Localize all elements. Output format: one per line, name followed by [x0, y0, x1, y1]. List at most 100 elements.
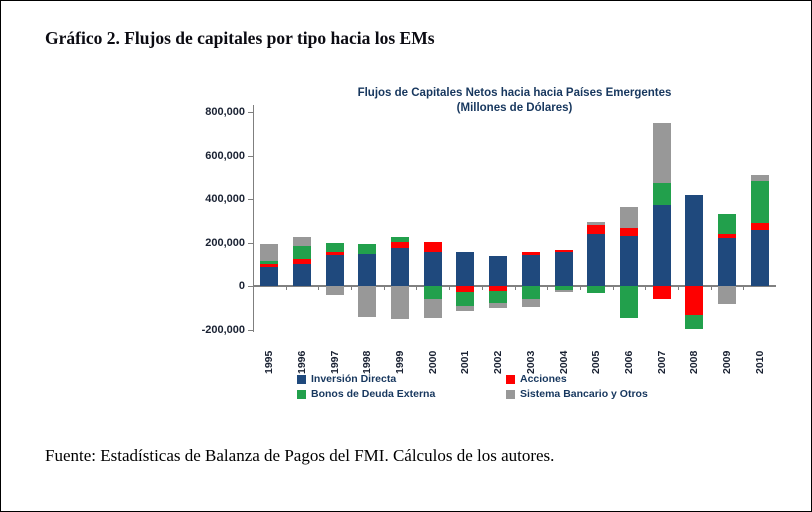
- y-axis-label: -200,000: [201, 324, 245, 336]
- y-axis-label: 800,000: [205, 106, 245, 118]
- bar-segment-2009-3: [717, 286, 736, 304]
- bar-segment-2004-3: [554, 289, 573, 292]
- bar-segment-2006-1: [619, 227, 638, 237]
- y-axis-label: 0: [238, 280, 245, 293]
- bar-segment-1997-1: [325, 251, 344, 255]
- x-axis-tick: [416, 287, 418, 291]
- x-axis-label: 1995: [263, 350, 276, 374]
- y-axis-label: 600,000: [205, 149, 245, 162]
- chart-legend: Inversión Directa Acciones Bonos de Deuda …: [297, 373, 737, 400]
- bar-segment-2007-3: [652, 122, 671, 183]
- bar-segment-2002-2: [489, 290, 508, 303]
- x-axis-label: 1996: [296, 350, 309, 374]
- legend-swatch-icon: [506, 389, 515, 399]
- bar-segment-2009-0: [717, 238, 736, 287]
- bar-segment-2008-2: [685, 314, 704, 329]
- bar-segment-2010-1: [750, 223, 769, 230]
- bar-segment-1996-1: [293, 259, 312, 264]
- bar-segment-2000-0: [423, 251, 442, 287]
- bar-segment-2000-3: [423, 299, 442, 318]
- y-axis-label: 400,000: [205, 193, 245, 206]
- bar-segment-2002-1: [489, 286, 508, 291]
- figure-caption: Gráfico 2. Flujos de capitales por tipo …: [45, 28, 435, 48]
- bar-segment-1998-0: [358, 253, 377, 287]
- x-axis-tick: [514, 287, 516, 291]
- bar-segment-2007-1: [652, 286, 671, 300]
- x-axis-label: 2001: [459, 350, 472, 374]
- x-axis-label: 2009: [720, 350, 733, 374]
- capital-flows-chart: Flujos de Capitales Netos hacia hacia Pa…: [187, 87, 787, 417]
- plot-area: [253, 112, 776, 330]
- bar-segment-1995-3: [260, 243, 279, 262]
- bar-segment-1999-1: [391, 241, 410, 249]
- y-axis-line: [253, 105, 254, 332]
- x-axis-tick: [481, 287, 483, 291]
- x-axis-tick: [612, 287, 614, 291]
- y-axis-label: 200,000: [205, 236, 245, 249]
- x-axis-tick: [677, 287, 679, 291]
- x-axis-zero-line: [253, 285, 776, 288]
- x-axis-label: 2005: [590, 350, 603, 374]
- bar-segment-1997-2: [325, 242, 344, 252]
- bar-segment-2005-2: [587, 286, 606, 293]
- x-axis-label: 2010: [753, 350, 766, 374]
- legend-label: Sistema Bancario y Otros: [520, 388, 648, 400]
- y-axis-tick: [248, 112, 253, 113]
- bar-segment-2004-0: [554, 251, 573, 287]
- legend-item: Bonos de Deuda Externa: [297, 388, 506, 400]
- x-axis-label: 2007: [655, 350, 668, 374]
- x-axis-label: 2003: [524, 350, 537, 374]
- bar-segment-2010-0: [750, 229, 769, 287]
- bar-segment-2006-3: [619, 206, 638, 228]
- y-axis-tick: [248, 199, 253, 201]
- bar-segment-2000-2: [423, 286, 442, 300]
- legend-label: Acciones: [520, 373, 567, 385]
- bar-segment-2001-1: [456, 286, 475, 292]
- legend-swatch-icon: [297, 374, 306, 384]
- bar-segment-2008-0: [685, 194, 704, 287]
- bar-segment-2008-1: [685, 286, 704, 315]
- bar-segment-2003-1: [521, 251, 540, 255]
- bar-segment-1998-3: [358, 286, 377, 317]
- bar-segment-2001-0: [456, 251, 475, 287]
- x-axis-label: 2008: [688, 350, 701, 374]
- x-axis-label: 2002: [492, 350, 505, 374]
- bar-segment-1995-0: [260, 266, 279, 287]
- bar-segment-2010-2: [750, 180, 769, 224]
- chart-subtitle: (Millones de Dólares): [456, 102, 573, 114]
- bar-segment-2000-1: [423, 241, 442, 252]
- bar-segment-2003-2: [521, 286, 540, 300]
- x-axis-tick: [351, 287, 353, 291]
- bar-segment-2009-2: [717, 214, 736, 235]
- bar-segment-2009-1: [717, 234, 736, 239]
- bar-segment-2001-3: [456, 306, 475, 312]
- x-axis-tick: [285, 287, 287, 291]
- y-axis-tick: [248, 286, 253, 288]
- bar-segment-2006-2: [619, 286, 638, 318]
- bar-segment-2005-1: [587, 225, 606, 235]
- y-axis-tick: [248, 155, 253, 157]
- bar-segment-2004-2: [554, 286, 573, 290]
- bar-segment-2007-0: [652, 204, 671, 287]
- bar-segment-1999-3: [391, 286, 410, 320]
- bar-segment-1995-1: [260, 263, 279, 267]
- bar-segment-2005-0: [587, 234, 606, 287]
- bar-segment-2004-1: [554, 250, 573, 252]
- legend-item: Inversión Directa: [297, 373, 506, 385]
- bar-segment-2007-2: [652, 182, 671, 205]
- legend-label: Inversión Directa: [311, 373, 397, 385]
- x-axis-label: 1997: [328, 350, 341, 374]
- x-axis-label: 2006: [622, 350, 635, 374]
- x-axis-tick: [318, 287, 320, 291]
- x-axis-label: 1998: [361, 350, 374, 374]
- bar-segment-2003-0: [521, 254, 540, 287]
- bar-segment-1996-2: [293, 246, 312, 260]
- legend-item: Acciones: [506, 373, 737, 385]
- bar-segment-2002-0: [489, 255, 508, 287]
- x-axis-label: 2004: [557, 350, 570, 374]
- x-axis-tick: [645, 287, 647, 291]
- chart-title: Flujos de Capitales Netos hacia hacia Pa…: [357, 87, 672, 99]
- legend-swatch-icon: [297, 389, 306, 399]
- bar-segment-1997-0: [325, 254, 344, 287]
